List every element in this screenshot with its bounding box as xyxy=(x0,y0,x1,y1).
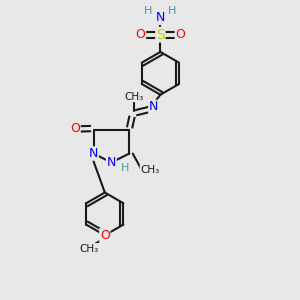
Text: H: H xyxy=(168,6,176,16)
Text: N: N xyxy=(149,100,158,113)
Text: CH₃: CH₃ xyxy=(80,244,99,254)
Text: O: O xyxy=(136,28,146,41)
Text: N: N xyxy=(107,156,116,169)
Text: O: O xyxy=(70,122,80,135)
Text: O: O xyxy=(176,28,185,41)
Text: N: N xyxy=(156,11,165,24)
Text: H: H xyxy=(121,163,129,173)
Text: O: O xyxy=(100,229,110,242)
Text: CH₃: CH₃ xyxy=(124,92,143,101)
Text: N: N xyxy=(89,147,98,160)
Text: CH₃: CH₃ xyxy=(140,165,160,175)
Text: S: S xyxy=(156,28,165,42)
Text: H: H xyxy=(144,6,153,16)
